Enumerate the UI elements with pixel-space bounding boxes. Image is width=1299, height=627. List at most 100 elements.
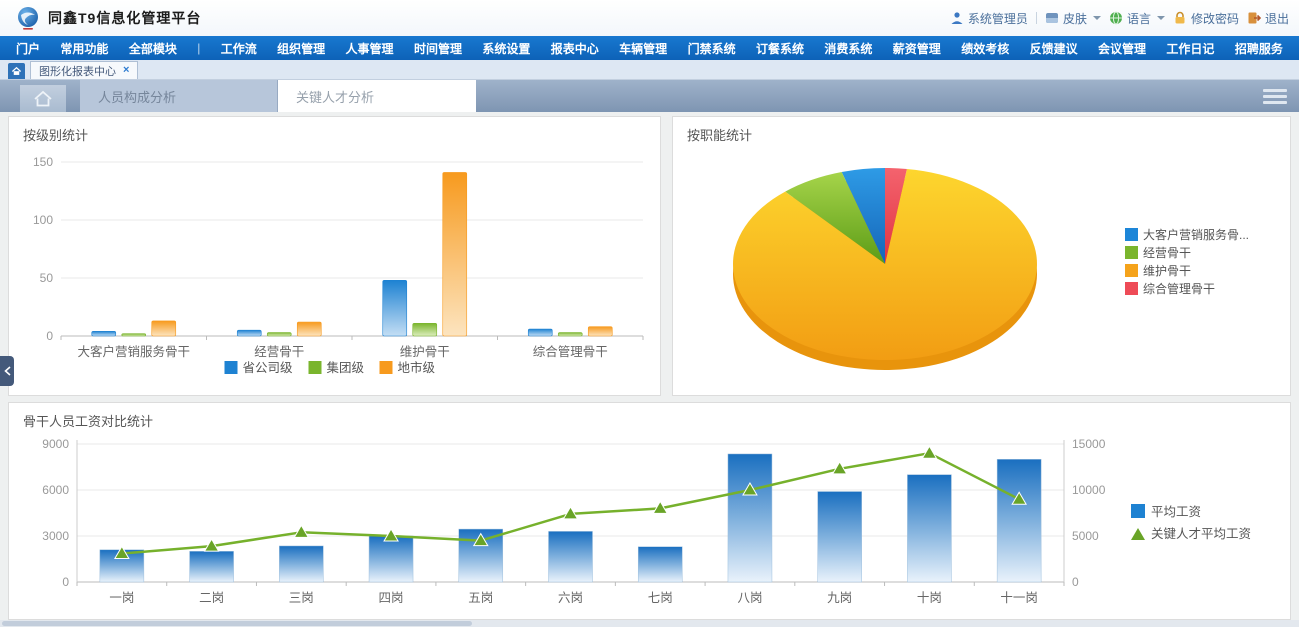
nav-item-9[interactable]: 车辆管理: [619, 41, 668, 56]
globe-icon: [1109, 11, 1122, 25]
caret-down-icon: [1092, 16, 1101, 20]
nav-item-4[interactable]: 组织管理: [277, 41, 326, 56]
caret-down-icon: [1156, 16, 1165, 20]
user-icon: [951, 12, 963, 24]
svg-text:大客户营销服务骨...: 大客户营销服务骨...: [1143, 227, 1249, 242]
menu-hamburger-icon[interactable]: [1263, 89, 1287, 107]
svg-text:一岗: 一岗: [109, 591, 134, 605]
svg-text:维护骨干: 维护骨干: [400, 345, 450, 359]
skin-icon: [1045, 13, 1058, 23]
nav-item-2[interactable]: 全部模块: [128, 41, 177, 56]
logout-icon: [1248, 12, 1261, 24]
change-password[interactable]: 修改密码: [1173, 10, 1239, 27]
inner-tabs: 人员构成分析 关键人才分析: [80, 80, 476, 112]
svg-text:六岗: 六岗: [558, 591, 583, 605]
svg-text:0: 0: [1072, 575, 1079, 589]
svg-text:150: 150: [33, 155, 53, 169]
svg-text:九岗: 九岗: [827, 591, 852, 605]
top-row: 按级别统计 0 50 100 150 大客户营销服务骨干 经营骨干 维护骨干 综合管理骨干 省公…: [8, 116, 1291, 396]
svg-text:省公司级: 省公司级: [243, 361, 294, 375]
change-password-label: 修改密码: [1190, 11, 1239, 26]
svg-text:十岗: 十岗: [917, 591, 942, 605]
app-header: 同鑫T9信息化管理平台 系统管理员 皮肤: [0, 0, 1299, 36]
outer-tab-report-center[interactable]: 图形化报表中心 ×: [30, 61, 139, 79]
home-tab[interactable]: [20, 85, 66, 112]
svg-text:15000: 15000: [1072, 437, 1106, 451]
svg-text:100: 100: [33, 213, 53, 227]
svg-text:关键人才平均工资: 关键人才平均工资: [1151, 527, 1251, 541]
nav-item-11[interactable]: 订餐系统: [755, 41, 804, 56]
home-icon: [11, 66, 22, 75]
inner-tab-strip: 人员构成分析 关键人才分析: [0, 80, 1299, 112]
svg-text:0: 0: [62, 575, 69, 589]
nav-item-1[interactable]: 常用功能: [60, 41, 109, 56]
nav-item-16[interactable]: 会议管理: [1098, 41, 1147, 56]
outer-tab-strip: 图形化报表中心 ×: [0, 60, 1299, 80]
panel-function-stats: 按职能统计 大客户营销服务骨... 经营骨干维护骨干综合管理骨干: [672, 116, 1291, 396]
salary-combo-chart: 0 0 3000 5000 6000 10000 9000 15000 一岗 二岗 三岗 四岗 五岗 六岗…: [42, 437, 1251, 605]
panel-title: 骨干人员工资对比统计: [23, 414, 154, 429]
panel-level-stats: 按级别统计 0 50 100 150 大客户营销服务骨干 经营骨干 维护骨干 综合管理骨干 省公…: [8, 116, 661, 396]
svg-text:二岗: 二岗: [199, 591, 224, 605]
nav-item-17[interactable]: 工作日记: [1166, 41, 1215, 56]
inner-tab-0[interactable]: 人员构成分析: [80, 80, 278, 112]
svg-text:6000: 6000: [42, 483, 69, 497]
svg-text:10000: 10000: [1072, 483, 1106, 497]
svg-text:0: 0: [46, 329, 53, 343]
main-nav: 门户 常用功能 全部模块 | 工作流 组织管理 人事管理 时间管理 系统设置 报表中心 车辆管理 门禁…: [0, 36, 1299, 60]
svg-text:五岗: 五岗: [468, 591, 493, 605]
svg-text:十一岗: 十一岗: [1000, 591, 1038, 605]
nav-item-8[interactable]: 报表中心: [550, 41, 599, 56]
skin-label: 皮肤: [1062, 11, 1087, 26]
nav-item-6[interactable]: 时间管理: [413, 41, 462, 56]
svg-text:平均工资: 平均工资: [1151, 505, 1201, 519]
svg-text:3000: 3000: [42, 529, 69, 543]
nav-item-15[interactable]: 反馈建议: [1029, 41, 1078, 56]
home-mini-tab[interactable]: [8, 63, 25, 79]
nav-divider: |: [197, 41, 201, 55]
current-user[interactable]: 系统管理员: [950, 10, 1028, 27]
divider: [1035, 12, 1037, 24]
close-icon[interactable]: ×: [123, 64, 130, 76]
language-label: 语言: [1126, 11, 1151, 26]
nav-item-12[interactable]: 消费系统: [824, 41, 873, 56]
content: 按级别统计 0 50 100 150 大客户营销服务骨干 经营骨干 维护骨干 综合管理骨干 省公…: [0, 112, 1299, 620]
inner-tab-1[interactable]: 关键人才分析: [278, 80, 476, 112]
app-logo-icon: [18, 7, 38, 30]
svg-text:9000: 9000: [42, 437, 69, 451]
skin-menu[interactable]: 皮肤: [1045, 10, 1101, 27]
svg-text:集团级: 集团级: [327, 360, 365, 375]
lock-icon: [1175, 11, 1185, 24]
svg-text:地市级: 地市级: [398, 360, 436, 375]
nav-item-18[interactable]: 招聘服务: [1234, 41, 1283, 56]
nav-item-3[interactable]: 工作流: [220, 41, 257, 56]
chevron-left-icon: [3, 366, 11, 376]
svg-text:八岗: 八岗: [737, 591, 762, 605]
nav-item-0[interactable]: 门户: [16, 41, 41, 56]
sidebar-collapse-handle[interactable]: [0, 356, 14, 386]
nav-item-14[interactable]: 绩效考核: [961, 41, 1010, 56]
username: 系统管理员: [967, 11, 1028, 26]
language-menu[interactable]: 语言: [1109, 10, 1165, 27]
svg-text:经营骨干: 经营骨干: [1143, 246, 1191, 260]
svg-text:综合管理骨干: 综合管理骨干: [1143, 281, 1215, 296]
panel-title: 按级别统计: [23, 128, 89, 143]
svg-text:经营骨干: 经营骨干: [254, 345, 304, 359]
panel-title: 按职能统计: [687, 128, 753, 143]
nav-item-10[interactable]: 门禁系统: [687, 41, 736, 56]
svg-text:50: 50: [40, 271, 54, 285]
svg-text:维护骨干: 维护骨干: [1143, 264, 1191, 278]
home-icon: [34, 90, 52, 106]
svg-text:四岗: 四岗: [379, 591, 404, 605]
logout-label: 退出: [1264, 11, 1289, 26]
scrollbar-thumb[interactable]: [2, 621, 472, 626]
nav-item-13[interactable]: 薪资管理: [892, 41, 941, 56]
svg-text:七岗: 七岗: [648, 591, 673, 605]
user-bar: 系统管理员 皮肤 语言: [950, 10, 1289, 27]
nav-item-7[interactable]: 系统设置: [482, 41, 531, 56]
logout[interactable]: 退出: [1247, 10, 1289, 27]
nav-item-5[interactable]: 人事管理: [345, 41, 394, 56]
app-title: 同鑫T9信息化管理平台: [48, 10, 202, 26]
